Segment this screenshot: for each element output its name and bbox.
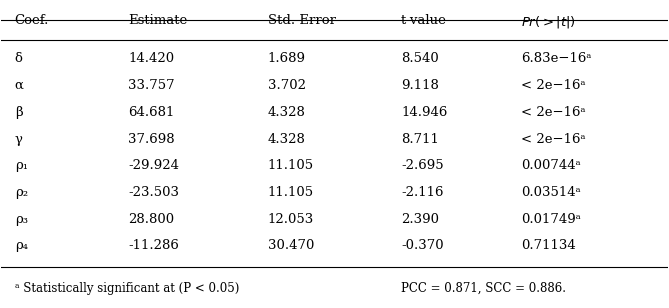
Text: 2.390: 2.390 — [401, 213, 439, 226]
Text: 0.00744ᵃ: 0.00744ᵃ — [521, 159, 581, 172]
Text: 0.71134: 0.71134 — [521, 239, 576, 253]
Text: Std. Error: Std. Error — [268, 14, 336, 26]
Text: ρ₃: ρ₃ — [15, 213, 27, 226]
Text: Estimate: Estimate — [128, 14, 187, 26]
Text: 8.711: 8.711 — [401, 133, 439, 146]
Text: 0.03514ᵃ: 0.03514ᵃ — [521, 186, 581, 199]
Text: ρ₄: ρ₄ — [15, 239, 27, 253]
Text: -11.286: -11.286 — [128, 239, 179, 253]
Text: 4.328: 4.328 — [268, 133, 306, 146]
Text: 1.689: 1.689 — [268, 52, 306, 66]
Text: Coef.: Coef. — [15, 14, 49, 26]
Text: 33.757: 33.757 — [128, 79, 175, 92]
Text: 28.800: 28.800 — [128, 213, 174, 226]
Text: -29.924: -29.924 — [128, 159, 179, 172]
Text: 4.328: 4.328 — [268, 106, 306, 119]
Text: 64.681: 64.681 — [128, 106, 175, 119]
Text: 11.105: 11.105 — [268, 159, 314, 172]
Text: 8.540: 8.540 — [401, 52, 439, 66]
Text: 12.053: 12.053 — [268, 213, 314, 226]
Text: 30.470: 30.470 — [268, 239, 314, 253]
Text: < 2e−16ᵃ: < 2e−16ᵃ — [521, 133, 585, 146]
Text: 0.01749ᵃ: 0.01749ᵃ — [521, 213, 581, 226]
Text: 37.698: 37.698 — [128, 133, 175, 146]
Text: γ: γ — [15, 133, 23, 146]
Text: 3.702: 3.702 — [268, 79, 306, 92]
Text: α: α — [15, 79, 23, 92]
Text: < 2e−16ᵃ: < 2e−16ᵃ — [521, 79, 585, 92]
Text: < 2e−16ᵃ: < 2e−16ᵃ — [521, 106, 585, 119]
Text: 14.946: 14.946 — [401, 106, 448, 119]
Text: -2.116: -2.116 — [401, 186, 444, 199]
Text: t-value: t-value — [401, 14, 447, 26]
Text: -2.695: -2.695 — [401, 159, 444, 172]
Text: ρ₂: ρ₂ — [15, 186, 28, 199]
Text: 9.118: 9.118 — [401, 79, 439, 92]
Text: PCC = 0.871, SCC = 0.886.: PCC = 0.871, SCC = 0.886. — [401, 282, 566, 295]
Text: -23.503: -23.503 — [128, 186, 179, 199]
Text: ρ₁: ρ₁ — [15, 159, 27, 172]
Text: δ: δ — [15, 52, 23, 66]
Text: ᵃ Statistically significant at (P < 0.05): ᵃ Statistically significant at (P < 0.05… — [15, 282, 239, 295]
Text: 14.420: 14.420 — [128, 52, 174, 66]
Text: β: β — [15, 106, 22, 119]
Text: 6.83e−16ᵃ: 6.83e−16ᵃ — [521, 52, 591, 66]
Text: $Pr(>|t|)$: $Pr(>|t|)$ — [521, 14, 576, 30]
Text: -0.370: -0.370 — [401, 239, 444, 253]
Text: 11.105: 11.105 — [268, 186, 314, 199]
